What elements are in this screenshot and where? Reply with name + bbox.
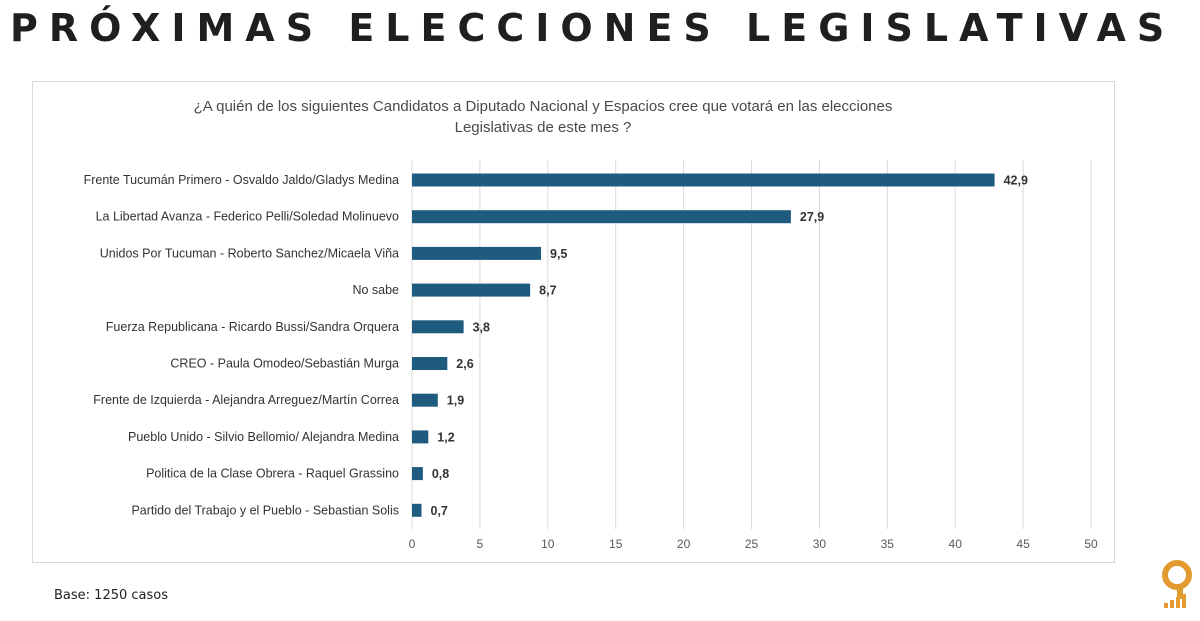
bar xyxy=(412,503,422,517)
category-label: La Libertad Avanza - Federico Pelli/Sole… xyxy=(96,210,399,224)
category-label: Frente de Izquierda - Alejandra Arreguez… xyxy=(93,393,399,407)
brand-logo-icon xyxy=(1162,560,1192,608)
value-label: 0,8 xyxy=(432,467,449,481)
x-tick-label: 15 xyxy=(609,537,623,551)
value-label: 0,7 xyxy=(431,504,448,518)
category-label: CREO - Paula Omodeo/Sebastián Murga xyxy=(170,357,399,371)
value-label: 2,6 xyxy=(456,357,473,371)
bar xyxy=(412,393,438,407)
x-tick-label: 45 xyxy=(1016,537,1030,551)
bar xyxy=(412,173,995,187)
category-label: No sabe xyxy=(352,283,399,297)
bar xyxy=(412,357,448,370)
chart-title-line-1: ¿A quién de los siguientes Candidatos a … xyxy=(193,98,893,115)
chart-title-line-2: Legislativas de este mes ? xyxy=(454,119,632,136)
x-tick-label: 25 xyxy=(745,537,759,551)
bar xyxy=(412,320,464,334)
bar xyxy=(412,430,429,444)
category-label: Pueblo Unido - Silvio Bellomio/ Alejandr… xyxy=(128,430,399,444)
category-label: Fuerza Republicana - Ricardo Bussi/Sandr… xyxy=(106,320,399,334)
value-label: 27,9 xyxy=(800,210,824,224)
value-label: 1,9 xyxy=(447,394,464,408)
category-label: Frente Tucumán Primero - Osvaldo Jaldo/G… xyxy=(84,173,399,187)
x-tick-label: 0 xyxy=(409,537,416,551)
base-footnote: Base: 1250 casos xyxy=(54,588,168,603)
category-label: Partido del Trabajo y el Pueblo - Sebast… xyxy=(131,503,399,517)
category-label: Unidos Por Tucuman - Roberto Sanchez/Mic… xyxy=(100,246,399,260)
category-label: Politica de la Clase Obrera - Raquel Gra… xyxy=(146,467,399,481)
bar xyxy=(412,283,531,297)
chart-frame: ¿A quién de los siguientes Candidatos a … xyxy=(32,81,1115,563)
bar xyxy=(412,467,423,481)
bar xyxy=(412,246,542,260)
bar xyxy=(412,210,791,224)
x-tick-label: 40 xyxy=(949,537,963,551)
value-label: 1,2 xyxy=(437,430,454,444)
x-tick-label: 5 xyxy=(477,537,484,551)
x-tick-label: 10 xyxy=(541,537,555,551)
x-tick-label: 35 xyxy=(881,537,895,551)
value-label: 42,9 xyxy=(1004,174,1028,188)
chart-title: ¿A quién de los siguientes Candidatos a … xyxy=(33,96,1053,138)
x-tick-label: 30 xyxy=(813,537,827,551)
value-label: 3,8 xyxy=(473,320,490,334)
x-tick-label: 20 xyxy=(677,537,691,551)
bar-chart: 0 5 10 15 20 25 30 35 40 45 50 Frente Tucumán Prime… xyxy=(84,160,1098,551)
value-label: 9,5 xyxy=(550,247,567,261)
value-label: 8,7 xyxy=(539,284,556,298)
page-title: PRÓXIMAS ELECCIONES LEGISLATIVAS xyxy=(10,6,1176,50)
x-tick-label: 50 xyxy=(1084,537,1098,551)
